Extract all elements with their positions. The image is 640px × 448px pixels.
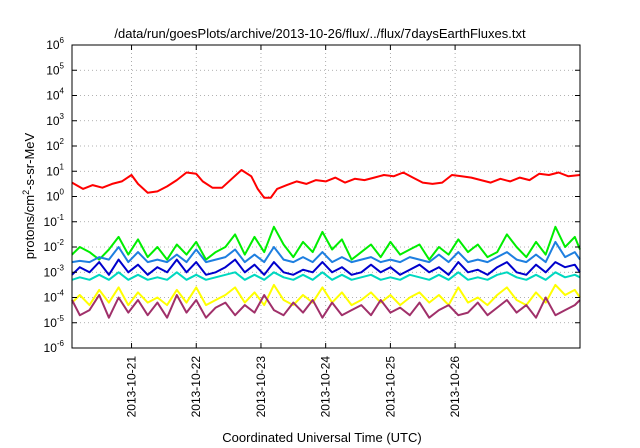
y-tick-label: 103 bbox=[46, 112, 64, 128]
y-tick-base: 10 bbox=[44, 240, 58, 254]
y-tick-base: 10 bbox=[46, 114, 60, 128]
y-tick-label: 100 bbox=[46, 188, 64, 204]
y-tick-exponent: -6 bbox=[57, 339, 65, 348]
y-axis-label: protons/cm2-s-sr-MeV bbox=[21, 132, 37, 259]
series-line-7 bbox=[71, 294, 581, 319]
y-tick-base: 10 bbox=[46, 190, 60, 204]
y-tick-exponent: -1 bbox=[57, 213, 65, 222]
y-tick-label: 10-6 bbox=[44, 339, 65, 355]
x-tick-label: 2013-10-26 bbox=[448, 356, 462, 418]
y-tick-base: 10 bbox=[44, 291, 58, 305]
x-axis-ticks: 2013-10-21 2013-10-22 2013-10-23 2013-10-24… bbox=[125, 45, 462, 418]
y-tick-label: 102 bbox=[46, 137, 64, 153]
series-lines bbox=[71, 169, 581, 319]
y-tick-exponent: -3 bbox=[57, 263, 65, 272]
y-tick-base: 10 bbox=[46, 89, 60, 103]
y-tick-exponent: -2 bbox=[57, 238, 65, 247]
y-tick-base: 10 bbox=[44, 215, 58, 229]
y-tick-label: 10-5 bbox=[44, 314, 65, 330]
y-tick-label: 10-3 bbox=[44, 263, 65, 279]
x-axis-label: Coordinated Universal Time (UTC) bbox=[222, 430, 421, 445]
series-line-6 bbox=[71, 283, 581, 307]
y-tick-label: 10-1 bbox=[44, 213, 65, 229]
x-tick-label: 2013-10-22 bbox=[189, 356, 203, 418]
x-tick-label: 2013-10-25 bbox=[383, 356, 397, 418]
y-tick-label: 101 bbox=[46, 162, 64, 178]
x-tick-label: 2013-10-24 bbox=[319, 356, 333, 418]
y-tick-base: 10 bbox=[44, 265, 58, 279]
series-line-1 bbox=[71, 169, 581, 199]
series-line-4 bbox=[71, 258, 581, 276]
y-axis-ticks: 10610510410310210110010-110-210-310-410-… bbox=[44, 36, 580, 355]
series-line-2 bbox=[71, 225, 581, 261]
y-tick-exponent: -4 bbox=[57, 289, 65, 298]
y-tick-exponent: 1 bbox=[60, 162, 65, 171]
series-line-5 bbox=[71, 271, 581, 281]
y-tick-exponent: -5 bbox=[57, 314, 65, 323]
y-tick-exponent: 5 bbox=[60, 61, 65, 70]
chart-title: /data/run/goesPlots/archive/2013-10-26/f… bbox=[114, 26, 526, 41]
y-tick-label: 10-2 bbox=[44, 238, 65, 254]
y-tick-base: 10 bbox=[44, 341, 58, 355]
y-tick-label: 105 bbox=[46, 61, 64, 77]
y-tick-exponent: 0 bbox=[60, 188, 65, 197]
y-tick-exponent: 6 bbox=[60, 36, 65, 45]
y-tick-label: 104 bbox=[46, 87, 64, 103]
y-tick-label: 10-4 bbox=[44, 289, 65, 305]
x-tick-label: 2013-10-21 bbox=[125, 356, 139, 418]
y-tick-base: 10 bbox=[44, 316, 58, 330]
y-tick-exponent: 4 bbox=[60, 87, 65, 96]
y-tick-label: 106 bbox=[46, 36, 64, 52]
y-tick-exponent: 2 bbox=[60, 137, 65, 146]
x-tick-label: 2013-10-23 bbox=[254, 356, 268, 418]
y-tick-base: 10 bbox=[46, 38, 60, 52]
y-tick-base: 10 bbox=[46, 164, 60, 178]
y-tick-base: 10 bbox=[46, 139, 60, 153]
y-tick-base: 10 bbox=[46, 63, 60, 77]
series-line-3 bbox=[71, 240, 581, 264]
y-tick-exponent: 3 bbox=[60, 112, 65, 121]
